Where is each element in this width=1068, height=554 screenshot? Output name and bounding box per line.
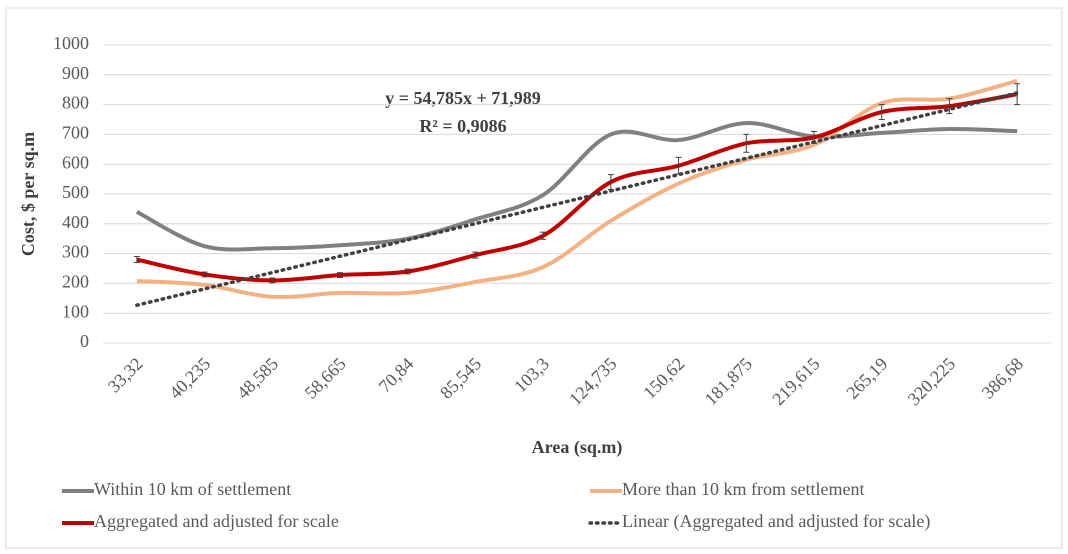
y-tick-label: 800	[62, 93, 89, 113]
error-bar	[337, 272, 343, 278]
legend-label: Aggregated and adjusted for scale	[94, 511, 339, 531]
x-tick-label: 265,19	[842, 354, 891, 403]
x-tick-label: 70,84	[375, 354, 418, 397]
x-tick-label: 48,585	[233, 354, 282, 403]
series-line	[136, 92, 1018, 283]
error-bar	[878, 104, 885, 120]
x-tick-label: 33,32	[104, 354, 147, 397]
error-bar	[540, 231, 547, 240]
legend-label: Within 10 km of settlement	[94, 479, 291, 499]
series-line	[136, 78, 1018, 300]
x-tick-label: 181,875	[701, 354, 757, 410]
x-tick-label: 150,62	[639, 354, 688, 403]
y-axis-title: Cost, $ per sq.m	[18, 132, 38, 256]
x-tick-label: 320,225	[904, 354, 960, 410]
x-axis-title: Area (sq.m)	[532, 437, 623, 458]
x-tick-label: 124,735	[565, 354, 621, 410]
x-tick-label: 40,235	[165, 354, 214, 403]
trend-equation: y = 54,785x + 71,989	[385, 88, 541, 108]
legend-label: More than 10 km from settlement	[622, 479, 864, 499]
x-tick-label: 103,3	[510, 354, 553, 397]
y-tick-label: 700	[62, 123, 89, 143]
x-tick-label: 219,615	[768, 354, 824, 410]
y-tick-label: 400	[62, 212, 89, 232]
error-bar	[743, 133, 750, 153]
error-bar	[404, 268, 411, 275]
trend-r2: R² = 0,9086	[419, 116, 506, 136]
legend-label: Linear (Aggregated and adjusted for scal…	[622, 511, 930, 532]
trend-line	[135, 91, 1019, 307]
y-tick-label: 900	[62, 63, 89, 83]
x-tick-label: 58,665	[301, 354, 350, 403]
chart-frame	[5, 7, 1063, 549]
error-bar	[201, 271, 208, 278]
series-line	[135, 121, 1018, 252]
error-bar	[133, 256, 140, 264]
x-tick-label: 85,545	[436, 354, 485, 403]
y-tick-label: 300	[62, 242, 89, 262]
y-tick-label: 600	[62, 152, 89, 172]
error-bar	[946, 98, 953, 115]
y-tick-label: 100	[62, 301, 89, 321]
error-bar	[269, 277, 276, 284]
error-bar	[472, 251, 479, 259]
y-tick-label: 0	[80, 331, 89, 351]
y-tick-label: 500	[62, 182, 89, 202]
y-tick-label: 1000	[53, 33, 89, 53]
y-tick-label: 200	[62, 272, 89, 292]
x-tick-label: 386,68	[978, 354, 1027, 403]
